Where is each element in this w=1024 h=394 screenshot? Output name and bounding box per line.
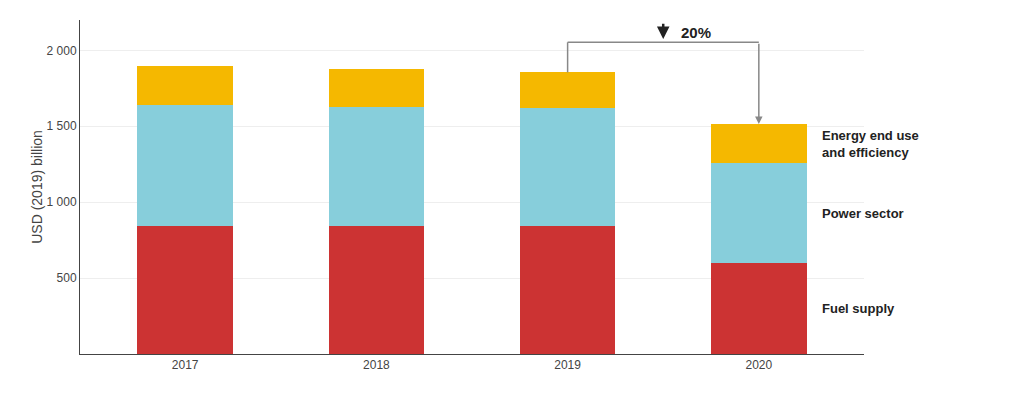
- svg-text:USD (2019) billion: USD (2019) billion: [29, 130, 45, 244]
- svg-text:20%: 20%: [681, 24, 711, 41]
- svg-text:Fuel supply: Fuel supply: [822, 301, 895, 316]
- svg-text:2 000: 2 000: [47, 44, 77, 58]
- svg-text:500: 500: [57, 271, 77, 285]
- svg-text:Power sector: Power sector: [822, 206, 904, 221]
- svg-text:1 000: 1 000: [47, 195, 77, 209]
- svg-text:2020: 2020: [745, 358, 772, 372]
- svg-text:1 500: 1 500: [47, 119, 77, 133]
- svg-text:2017: 2017: [172, 358, 199, 372]
- svg-text:2018: 2018: [363, 358, 390, 372]
- svg-text:Energy end useand efficiency: Energy end useand efficiency: [822, 128, 919, 160]
- svg-text:2019: 2019: [554, 358, 581, 372]
